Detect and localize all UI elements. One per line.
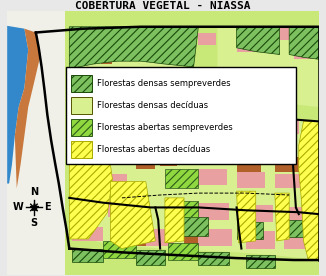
Bar [71,118,92,136]
Polygon shape [246,231,275,249]
Polygon shape [168,243,198,260]
Polygon shape [98,38,117,52]
Polygon shape [7,26,28,184]
Text: Florestas densas decíduas: Florestas densas decíduas [97,101,208,110]
Polygon shape [198,33,215,45]
Polygon shape [69,97,319,164]
Polygon shape [184,233,198,249]
Polygon shape [275,157,299,172]
Polygon shape [160,95,194,115]
Polygon shape [69,144,112,239]
Polygon shape [237,160,260,172]
Polygon shape [165,35,181,48]
Polygon shape [179,217,208,236]
Polygon shape [136,48,151,61]
Polygon shape [136,250,165,265]
Polygon shape [69,27,179,69]
Polygon shape [198,83,217,95]
Polygon shape [160,153,177,166]
Polygon shape [304,124,319,136]
Polygon shape [198,203,229,220]
Text: W: W [13,202,23,213]
Polygon shape [289,27,319,59]
Polygon shape [98,88,112,99]
Polygon shape [237,38,256,52]
Polygon shape [237,27,280,54]
Title: COBERTURA VEGETAL - NIASSA: COBERTURA VEGETAL - NIASSA [75,1,251,11]
Polygon shape [275,27,294,40]
Polygon shape [136,117,158,131]
Polygon shape [284,233,309,249]
Polygon shape [198,169,227,185]
Polygon shape [136,155,156,169]
Polygon shape [72,99,103,115]
Polygon shape [222,97,246,115]
Polygon shape [72,249,103,262]
Polygon shape [69,150,319,260]
Polygon shape [103,241,136,258]
Polygon shape [217,27,319,107]
Polygon shape [7,12,65,275]
Text: Florestas densas sempreverdes: Florestas densas sempreverdes [97,79,231,88]
Polygon shape [170,121,191,136]
Polygon shape [72,150,88,166]
Polygon shape [98,115,117,128]
Text: N: N [30,187,38,197]
Polygon shape [101,52,112,64]
Text: S: S [30,218,37,228]
Bar [71,75,92,92]
Polygon shape [275,118,299,134]
Polygon shape [111,182,156,249]
Polygon shape [244,205,273,222]
Polygon shape [237,222,263,239]
Bar [71,140,92,158]
Polygon shape [275,193,289,241]
Polygon shape [69,59,217,107]
Polygon shape [284,220,309,237]
Text: Florestas abertas sempreverdes: Florestas abertas sempreverdes [97,123,233,132]
Polygon shape [122,86,139,99]
Polygon shape [79,48,91,59]
Bar [67,67,296,164]
Polygon shape [108,201,131,217]
Polygon shape [198,252,229,265]
Polygon shape [72,33,93,48]
Polygon shape [72,83,85,95]
Polygon shape [72,227,103,241]
Polygon shape [237,191,256,243]
Polygon shape [131,231,146,246]
Polygon shape [198,229,232,246]
Polygon shape [284,208,309,224]
Polygon shape [127,42,146,57]
Bar [71,97,92,114]
Polygon shape [168,201,198,217]
Text: Florestas abertas decíduas: Florestas abertas decíduas [97,145,210,154]
Polygon shape [237,112,260,126]
Polygon shape [275,174,304,188]
Polygon shape [246,255,275,268]
Text: E: E [44,202,51,213]
Polygon shape [198,115,222,128]
Polygon shape [103,174,127,188]
Polygon shape [72,198,98,214]
Polygon shape [72,169,98,185]
Polygon shape [165,198,184,243]
Polygon shape [165,169,198,188]
Polygon shape [15,29,41,188]
Polygon shape [299,121,319,260]
Polygon shape [72,112,91,124]
Polygon shape [237,172,265,188]
Polygon shape [146,229,174,246]
Polygon shape [69,27,198,69]
Polygon shape [294,45,313,59]
